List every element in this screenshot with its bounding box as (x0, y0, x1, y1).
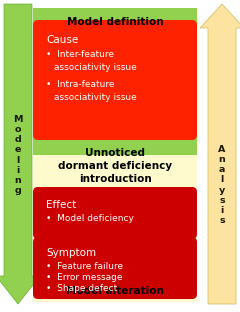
Text: A
n
a
l
y
s
i
s: A n a l y s i s (218, 145, 226, 225)
Text: Model alteration: Model alteration (66, 286, 164, 296)
Polygon shape (33, 155, 197, 302)
Polygon shape (0, 4, 40, 304)
Text: Symptom: Symptom (46, 248, 96, 258)
Text: associativity issue: associativity issue (54, 63, 137, 72)
FancyBboxPatch shape (33, 20, 197, 140)
FancyBboxPatch shape (33, 237, 197, 299)
Text: M
o
d
e
l
i
n
g: M o d e l i n g (13, 115, 23, 195)
FancyBboxPatch shape (33, 187, 197, 239)
Text: associativity issue: associativity issue (54, 93, 137, 102)
Text: •  Inter-feature: • Inter-feature (46, 50, 114, 59)
Polygon shape (200, 4, 240, 304)
Text: •  Feature failure: • Feature failure (46, 262, 123, 271)
Text: Unnoticed
dormant deficiency
introduction: Unnoticed dormant deficiency introductio… (58, 148, 172, 184)
Text: •  Model deficiency: • Model deficiency (46, 214, 134, 223)
Text: Model definition: Model definition (67, 17, 163, 27)
Text: Cause: Cause (46, 35, 78, 45)
Text: •  Shape defect: • Shape defect (46, 284, 117, 293)
Text: Effect: Effect (46, 200, 76, 210)
Text: •  Intra-feature: • Intra-feature (46, 80, 114, 89)
Polygon shape (33, 8, 197, 155)
Text: •  Error message: • Error message (46, 273, 122, 282)
